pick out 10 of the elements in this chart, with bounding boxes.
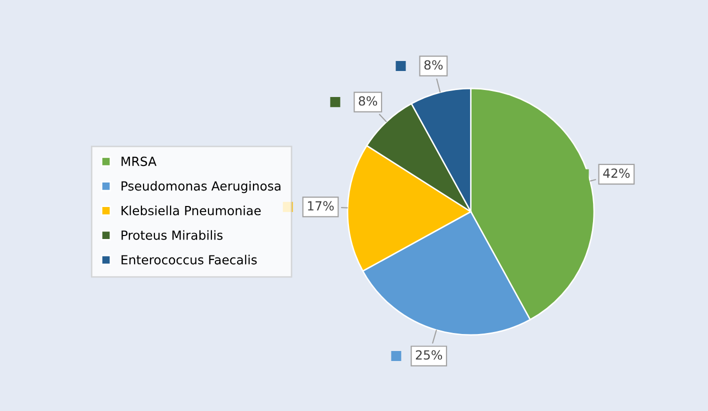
- data-label: 17%: [308, 201, 334, 211]
- data-label: 8%: [424, 60, 443, 70]
- data-label: 42%: [603, 168, 630, 178]
- legend-label: Pseudomonas Aeruginosa: [122, 181, 280, 194]
- data-label: 8%: [358, 96, 378, 106]
- legend-label: Klebsiella Pneumoniae: [122, 206, 261, 216]
- data-label: 25%: [416, 350, 442, 360]
- legend-label: MRSA: [122, 156, 156, 166]
- legend-label: Enterococcus Faecalis: [122, 254, 257, 264]
- legend-label: Proteus Mirabilis: [122, 230, 223, 240]
